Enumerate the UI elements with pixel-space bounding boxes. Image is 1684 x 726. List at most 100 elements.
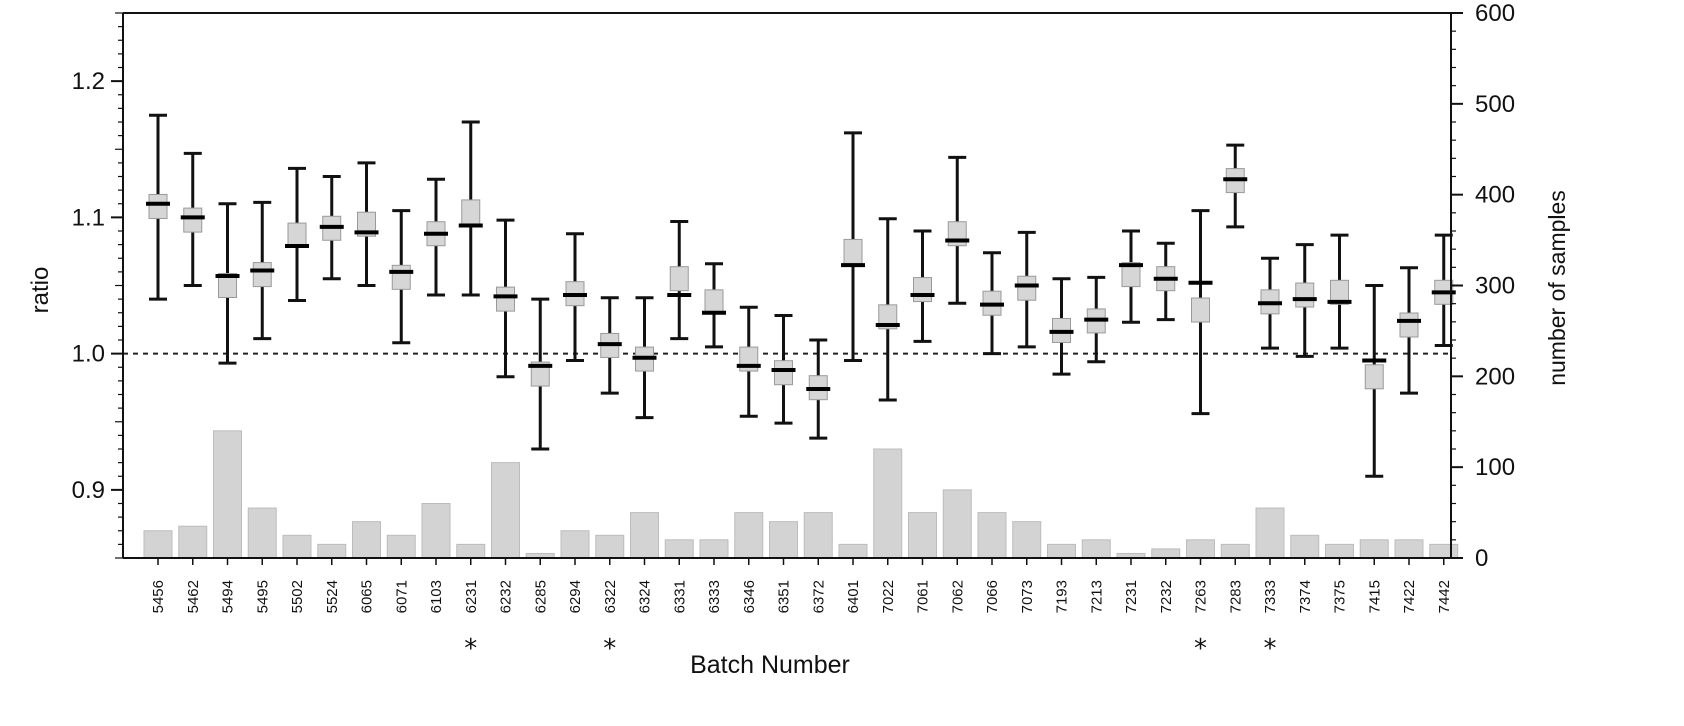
category-label: 7263 xyxy=(1193,580,1210,613)
category-label: 7374 xyxy=(1297,580,1314,613)
median-marker xyxy=(496,286,515,312)
sample-count-bar xyxy=(1047,543,1076,559)
sample-count-bar xyxy=(1290,534,1320,559)
sample-count-bar xyxy=(803,512,833,559)
category-label: 7061 xyxy=(915,580,932,613)
category-label: 7422 xyxy=(1401,580,1418,613)
median-marker xyxy=(391,264,411,290)
right-axis-ticks: 0 100 200 300 400 500 600 xyxy=(1451,0,1515,572)
category-label: 5494 xyxy=(220,580,237,613)
category-label: 7333 xyxy=(1262,580,1279,613)
category-label: 7193 xyxy=(1054,580,1071,613)
median-marker xyxy=(252,262,272,288)
category-label: 6071 xyxy=(393,580,410,613)
category-label: 7375 xyxy=(1332,580,1349,613)
right-tick-label: 0 xyxy=(1475,545,1488,572)
star-marker: * xyxy=(464,634,477,664)
category-label: 6103 xyxy=(428,580,445,613)
category-label: 7213 xyxy=(1088,580,1105,613)
sample-count-bar xyxy=(1186,539,1215,559)
category-label: 6372 xyxy=(810,580,827,613)
sample-count-bar xyxy=(942,489,972,559)
category-label: 5502 xyxy=(289,580,306,613)
median-marker xyxy=(843,238,863,264)
left-tick-label: 0.9 xyxy=(72,477,105,504)
right-tick-label: 100 xyxy=(1475,454,1515,481)
category-label: 6294 xyxy=(567,580,584,613)
median-marker xyxy=(1330,279,1349,305)
category-label: 6401 xyxy=(845,580,862,613)
category-label: 6331 xyxy=(671,580,688,613)
median-marker xyxy=(669,266,689,292)
ratio-errorbars xyxy=(146,113,1456,478)
category-label: 7062 xyxy=(949,580,966,613)
sample-count-bar xyxy=(317,543,347,559)
right-tick-label: 200 xyxy=(1475,363,1515,390)
star-marker: * xyxy=(603,634,616,664)
right-tick-label: 600 xyxy=(1475,0,1515,27)
left-axis-ticks: 0.9 1.0 1.1 1.2 xyxy=(72,12,123,559)
sample-count-bar xyxy=(143,530,173,559)
category-label: 5495 xyxy=(254,580,271,613)
category-label: 7415 xyxy=(1366,580,1383,613)
category-label: 5524 xyxy=(324,580,341,613)
median-marker xyxy=(461,199,481,225)
category-label: 6333 xyxy=(706,580,723,613)
median-marker xyxy=(913,277,932,303)
sample-count-bar xyxy=(699,539,729,559)
sample-count-bar xyxy=(456,543,486,559)
sample-count-bar xyxy=(178,525,208,559)
median-marker xyxy=(218,273,237,298)
median-marker xyxy=(704,289,724,315)
star-marker: * xyxy=(1194,634,1207,664)
sample-count-bar xyxy=(1012,521,1042,559)
sample-count-bar xyxy=(1255,507,1285,559)
right-tick-label: 500 xyxy=(1475,91,1515,118)
star-marker: * xyxy=(1264,634,1277,664)
category-label: 7066 xyxy=(984,580,1001,613)
sample-count-bar xyxy=(769,521,798,559)
sample-count-bar xyxy=(838,543,868,559)
category-label: 5462 xyxy=(185,580,202,613)
category-label: 6232 xyxy=(498,580,515,613)
category-label: 7283 xyxy=(1227,580,1244,613)
category-label: 6285 xyxy=(532,580,549,613)
right-tick-label: 300 xyxy=(1475,273,1515,300)
sample-count-bar xyxy=(1429,543,1459,559)
sample-count-bar xyxy=(421,503,451,559)
category-label: 6346 xyxy=(741,580,758,613)
sample-count-bar xyxy=(873,448,903,559)
median-marker xyxy=(1191,297,1210,323)
sample-count-bar xyxy=(491,462,520,559)
category-labels: 5456 5462 5494 5495 5502 5524 6065 6071 6103 6231… xyxy=(150,558,1453,613)
median-marker xyxy=(1364,364,1384,390)
category-label: 6322 xyxy=(602,580,619,613)
right-axis-title: number of samples xyxy=(1544,190,1570,386)
sample-count-bar xyxy=(1081,539,1111,559)
median-marker xyxy=(148,193,168,219)
category-label: 5456 xyxy=(150,580,167,613)
category-label: 7022 xyxy=(880,580,897,613)
sample-count-bar xyxy=(352,521,381,559)
median-marker xyxy=(878,304,898,330)
median-marker xyxy=(1017,275,1037,301)
sample-count-bar xyxy=(386,534,416,559)
left-axis-title: ratio xyxy=(27,267,54,314)
sample-count-bars xyxy=(143,430,1459,559)
category-label: 7073 xyxy=(1019,580,1036,613)
median-marker xyxy=(1121,262,1141,288)
sample-count-bar xyxy=(213,430,242,559)
median-marker xyxy=(774,360,793,386)
sample-count-bar xyxy=(1359,539,1389,559)
sample-count-bar xyxy=(247,507,277,559)
median-marker xyxy=(287,222,307,248)
sample-count-bar xyxy=(977,512,1007,559)
left-tick-label: 1.2 xyxy=(72,68,105,95)
sample-count-bar xyxy=(630,512,659,559)
right-tick-label: 400 xyxy=(1475,182,1515,209)
category-label: 6324 xyxy=(637,580,654,613)
median-marker xyxy=(1295,282,1315,308)
sample-count-bar xyxy=(1325,543,1354,559)
category-label: 6065 xyxy=(359,580,376,613)
median-marker xyxy=(530,361,550,387)
